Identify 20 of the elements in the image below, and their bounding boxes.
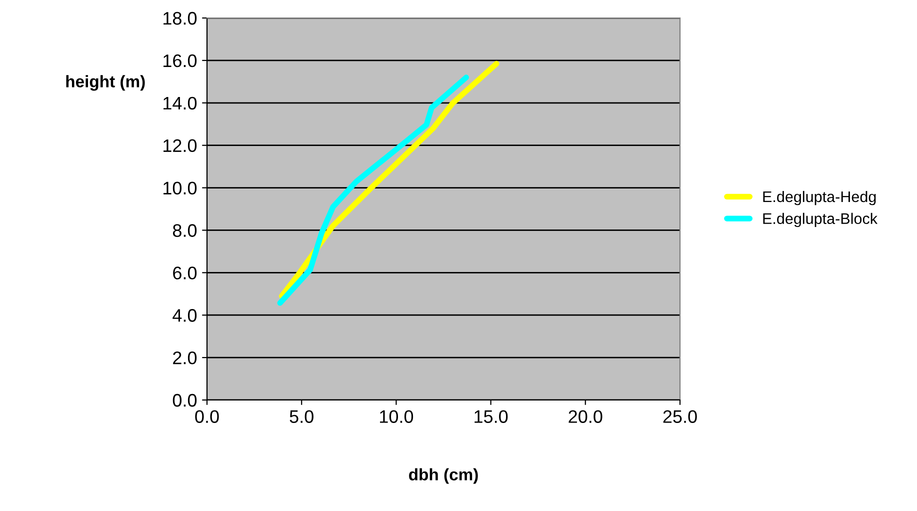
y-tick-label: 6.0 xyxy=(173,266,197,280)
y-tick-label: 0.0 xyxy=(172,394,197,407)
legend-label: E.deglupta-Hedg xyxy=(763,190,876,206)
y-tick-label: 12.0 xyxy=(164,139,197,152)
x-tick-label: 25.0 xyxy=(663,410,697,423)
y-tick-label: 10.0 xyxy=(164,182,197,194)
x-tick-label: 5.0 xyxy=(290,410,314,423)
x-tick-label: 0.0 xyxy=(195,410,219,423)
x-tick-label: 15.0 xyxy=(474,410,508,423)
y-tick-label: 16.0 xyxy=(164,54,197,68)
x-tick-label: 10.0 xyxy=(380,410,414,423)
legend-label: E.deglupta-Block xyxy=(763,212,878,228)
y-tick-label: 4.0 xyxy=(172,309,197,322)
y-tick-label: 2.0 xyxy=(173,351,197,364)
y-axis-title: height (m) xyxy=(66,75,145,91)
y-tick-label: 14.0 xyxy=(164,96,197,110)
x-axis-title: dbh (cm) xyxy=(409,468,478,484)
y-tick-label: 18.0 xyxy=(164,12,197,25)
x-tick-label: 20.0 xyxy=(568,410,602,423)
y-tick-label: 8.0 xyxy=(172,224,197,237)
